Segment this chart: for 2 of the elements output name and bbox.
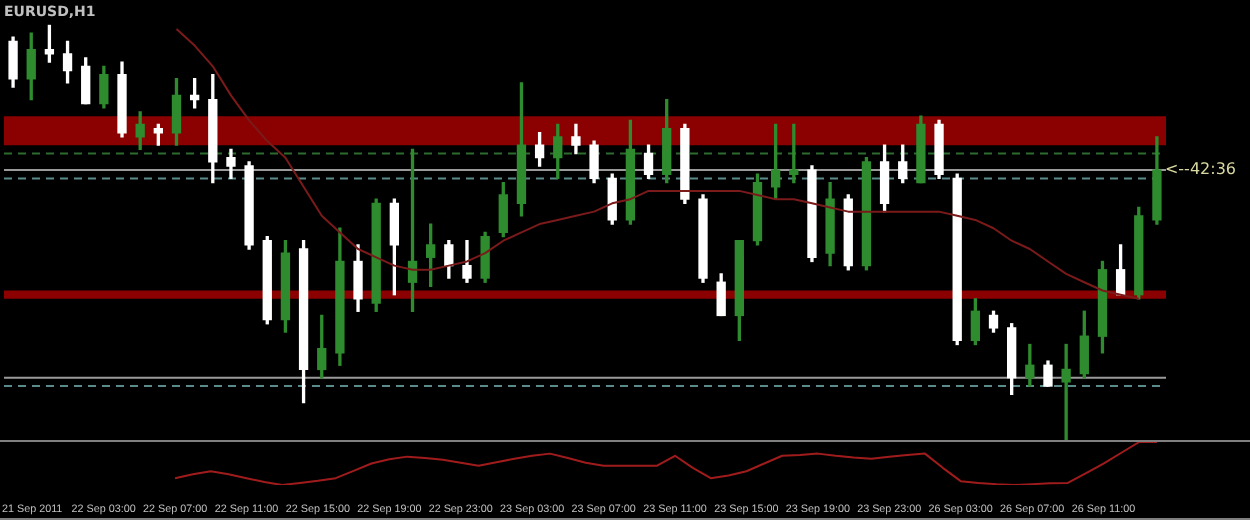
candlestick [1061,343,1071,440]
annotation: <--42:36 [1164,160,1236,179]
